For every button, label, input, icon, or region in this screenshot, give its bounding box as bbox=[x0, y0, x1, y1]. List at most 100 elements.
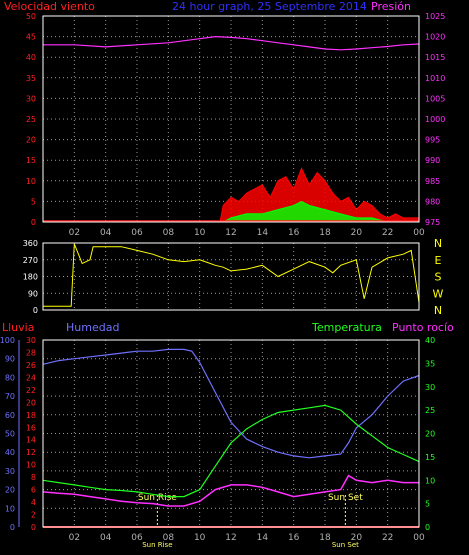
sunset-label: Sun Set bbox=[328, 493, 363, 503]
wind-tick-label: 35 bbox=[26, 74, 36, 83]
humidity-tick-label: 70 bbox=[5, 392, 15, 401]
humidity-line bbox=[42, 348, 420, 459]
rain-tick-label: 2 bbox=[31, 511, 36, 520]
compass-label: E bbox=[435, 254, 442, 267]
pressure-tick-label: 1010 bbox=[425, 74, 445, 83]
rain-tick-label: 24 bbox=[26, 373, 36, 382]
wind-direction-line bbox=[43, 243, 420, 307]
rain-tick-label: 26 bbox=[26, 361, 36, 370]
wind-tick-label: 45 bbox=[26, 33, 36, 42]
x-tick-label: 12 bbox=[225, 228, 236, 238]
wind-tick-label: 0 bbox=[31, 218, 36, 227]
humidity-tick-label: 80 bbox=[5, 373, 15, 382]
humidity-tick-label: 20 bbox=[5, 486, 15, 495]
temperature-tick-label: 20 bbox=[425, 430, 435, 439]
sunrise-label: Sun Rise bbox=[138, 493, 177, 503]
rain-tick-label: 22 bbox=[26, 386, 36, 395]
pressure-tick-label: 1000 bbox=[425, 115, 445, 124]
humidity-tick-label: 100 bbox=[0, 336, 15, 345]
humidity-tick-label: 0 bbox=[10, 523, 15, 532]
x-tick-label: 20 bbox=[351, 228, 363, 238]
direction-tick-label: 270 bbox=[23, 256, 38, 265]
rain-tick-label: 16 bbox=[26, 423, 36, 432]
temperature-line bbox=[42, 404, 420, 498]
rain-tick-label: 30 bbox=[26, 336, 36, 345]
direction-tick-label: 180 bbox=[23, 273, 38, 282]
x-tick-label: 22 bbox=[382, 228, 393, 238]
x-tick-label: 08 bbox=[163, 533, 175, 543]
rain-axis-label: Lluvia bbox=[2, 321, 34, 334]
rain-tick-label: 8 bbox=[31, 473, 36, 482]
wind-pressure-frame bbox=[42, 15, 420, 223]
pressure-tick-label: 995 bbox=[425, 136, 440, 145]
pressure-tick-label: 980 bbox=[425, 197, 440, 206]
pressure-tick-label: 975 bbox=[425, 218, 440, 227]
x-tick-label: 16 bbox=[288, 533, 300, 543]
pressure-line bbox=[43, 35, 420, 51]
rain-tick-label: 0 bbox=[31, 523, 36, 532]
direction-tick-label: 90 bbox=[28, 289, 38, 298]
x-tick-label: 16 bbox=[288, 228, 300, 238]
rain-tick-label: 14 bbox=[26, 436, 36, 445]
x-tick-label: 14 bbox=[257, 533, 269, 543]
rain-tick-label: 12 bbox=[26, 448, 36, 457]
wind-tick-label: 40 bbox=[26, 53, 36, 62]
rain-tick-label: 20 bbox=[26, 398, 36, 407]
pressure-tick-label: 1025 bbox=[425, 12, 445, 21]
wind-speed-area bbox=[43, 167, 420, 223]
temperature-tick-label: 10 bbox=[425, 476, 435, 485]
x-tick-label: 22 bbox=[382, 533, 393, 543]
wind-tick-label: 25 bbox=[26, 115, 36, 124]
pressure-tick-label: 1015 bbox=[425, 53, 445, 62]
x-tick-label: 00 bbox=[413, 533, 425, 543]
pressure-tick-label: 985 bbox=[425, 177, 440, 186]
compass-label: N bbox=[434, 304, 442, 317]
wind-tick-label: 30 bbox=[26, 94, 36, 103]
wind-direction-frame bbox=[42, 242, 420, 311]
dewpoint-axis-label: Punto rocío bbox=[392, 321, 454, 334]
humidity-tick-label: 90 bbox=[5, 355, 15, 364]
x-tick-label: 20 bbox=[351, 533, 363, 543]
rain-tick-label: 6 bbox=[31, 486, 36, 495]
x-tick-label: 18 bbox=[319, 228, 331, 238]
x-tick-label: 00 bbox=[413, 228, 425, 238]
x-tick-label: 04 bbox=[100, 533, 112, 543]
wind-tick-label: 50 bbox=[26, 12, 36, 21]
wind-axis-label: Velocidad viento bbox=[4, 0, 95, 13]
temperature-tick-label: 30 bbox=[425, 383, 435, 392]
wind-tick-label: 10 bbox=[26, 177, 36, 186]
chart-title: 24 hour graph, 25 Septembre 2014 bbox=[172, 0, 367, 13]
x-tick-label: 10 bbox=[194, 533, 206, 543]
sunrise-axis-label: Sun Rise bbox=[142, 541, 172, 549]
compass-label: N bbox=[434, 237, 442, 250]
humidity-axis-label: Humedad bbox=[66, 321, 119, 334]
x-tick-label: 02 bbox=[69, 533, 80, 543]
wind-tick-label: 15 bbox=[26, 156, 36, 165]
rain-tick-label: 4 bbox=[31, 498, 36, 507]
temperature-tick-label: 25 bbox=[425, 406, 435, 415]
pressure-axis-label: Presión bbox=[371, 0, 411, 13]
x-tick-label: 10 bbox=[194, 228, 206, 238]
direction-tick-label: 360 bbox=[23, 239, 38, 248]
wind-average-area bbox=[43, 200, 419, 223]
temperature-tick-label: 15 bbox=[425, 453, 435, 462]
pressure-tick-label: 1020 bbox=[425, 33, 445, 42]
temperature-tick-label: 35 bbox=[425, 359, 435, 368]
x-tick-label: 02 bbox=[69, 228, 80, 238]
pressure-tick-label: 990 bbox=[425, 156, 440, 165]
x-tick-label: 14 bbox=[257, 228, 269, 238]
rain-tick-label: 10 bbox=[26, 461, 36, 470]
rain-tick-label: 18 bbox=[26, 411, 36, 420]
wind-tick-label: 5 bbox=[31, 197, 36, 206]
x-tick-label: 06 bbox=[131, 533, 143, 543]
temperature-tick-label: 0 bbox=[425, 523, 430, 532]
x-tick-label: 04 bbox=[100, 228, 112, 238]
rain-tick-label: 28 bbox=[26, 348, 36, 357]
humidity-tick-label: 40 bbox=[5, 448, 15, 457]
x-tick-label: 12 bbox=[225, 533, 236, 543]
humidity-tick-label: 30 bbox=[5, 467, 15, 476]
sunset-axis-label: Sun Set bbox=[332, 541, 359, 549]
temperature-tick-label: 40 bbox=[425, 336, 435, 345]
climate-frame bbox=[42, 339, 420, 528]
